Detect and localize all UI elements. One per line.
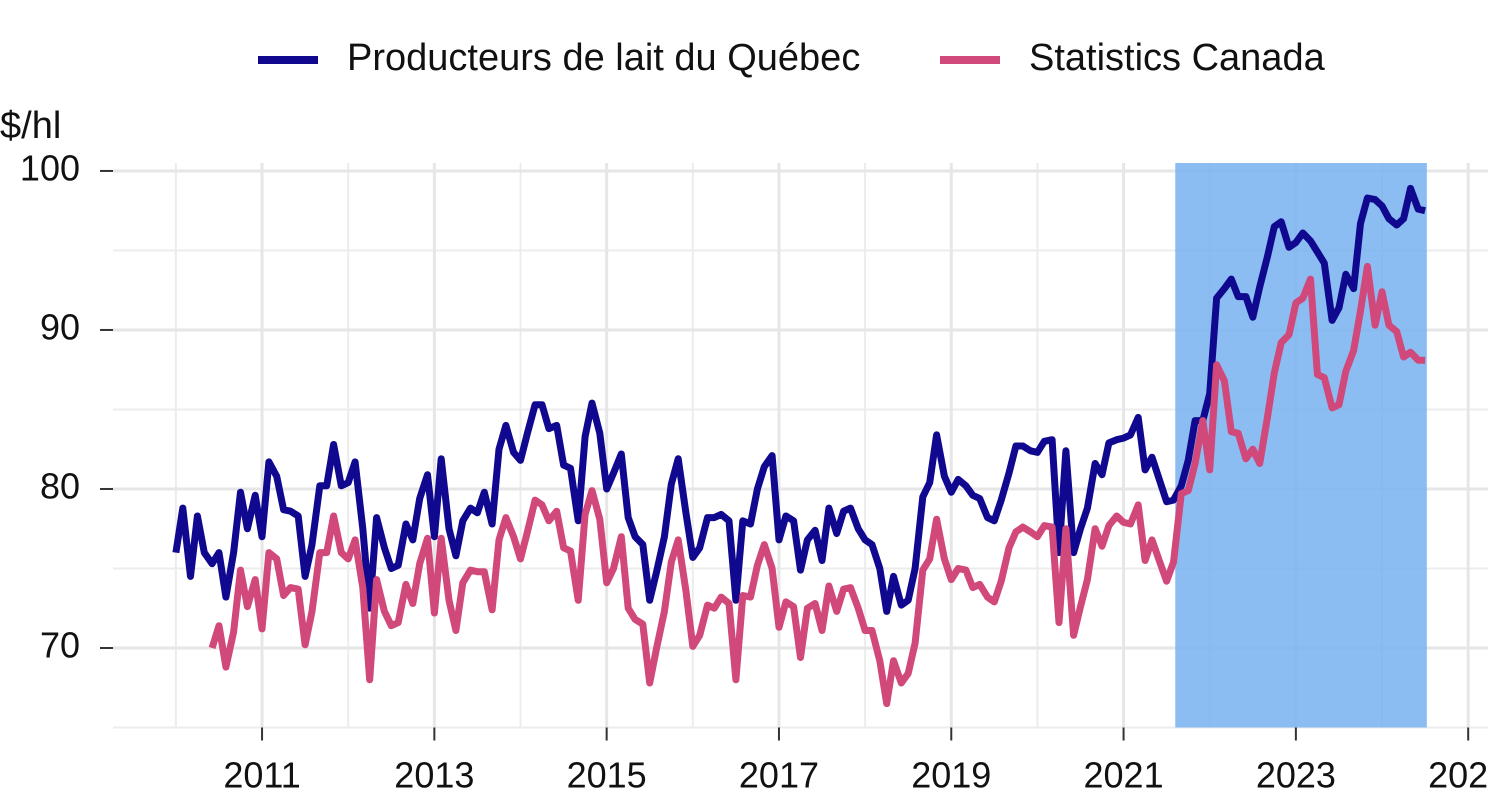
- legend-label: Statistics Canada: [1029, 37, 1326, 79]
- legend-label: Producteurs de lait du Québec: [347, 37, 860, 79]
- y-axis-label: $/hl: [0, 105, 61, 147]
- x-tick-label: 2013: [394, 755, 474, 796]
- x-tick-label: 2023: [1256, 755, 1336, 796]
- data-line: [172, 184, 1426, 615]
- highlight-region: [1175, 163, 1427, 728]
- x-tick-label: 2011: [223, 755, 300, 796]
- y-tick-label: 80: [40, 465, 80, 506]
- x-tick-label: 2015: [567, 755, 647, 796]
- legend: Producteurs de lait du Québec Statistics …: [258, 37, 1326, 79]
- data-line: [208, 262, 1426, 708]
- y-tick-label: 90: [40, 306, 80, 347]
- x-tick-label: 2025: [1428, 755, 1488, 796]
- y-tick-label: 100: [20, 147, 80, 188]
- x-tick-label: 2019: [911, 755, 991, 796]
- x-tick-label: 2017: [739, 755, 819, 796]
- y-tick-label: 70: [40, 625, 80, 666]
- x-tick-label: 2021: [1084, 755, 1164, 796]
